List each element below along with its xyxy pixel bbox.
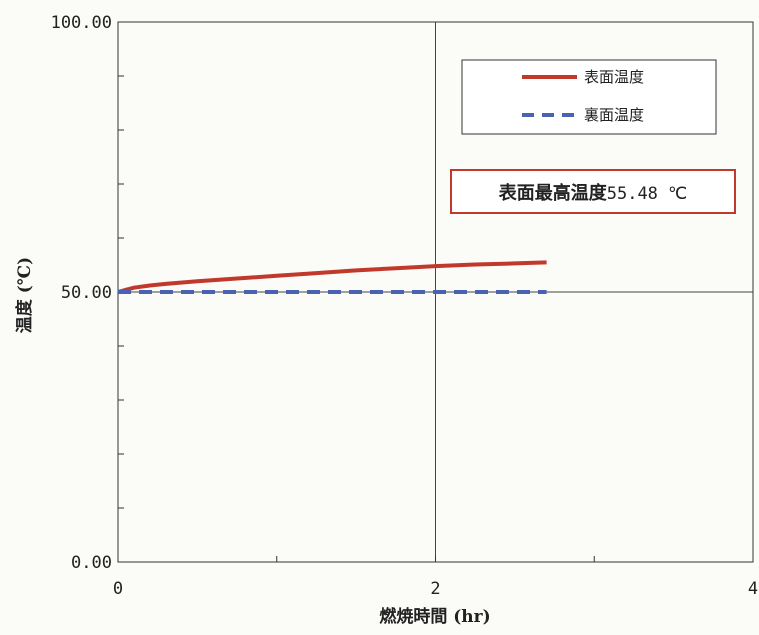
axis-ticks: 0.00 50.00 100.00 0 2 4 bbox=[51, 13, 759, 599]
legend-label-back: 裏面温度 bbox=[584, 106, 644, 124]
series-line-surface bbox=[117, 260, 547, 294]
legend-box bbox=[461, 59, 717, 135]
y-tick-label: 100.00 bbox=[51, 13, 112, 33]
max-temp-annotation: 表面最高温度55.48 ℃ bbox=[450, 169, 736, 214]
y-tick-label: 0.00 bbox=[71, 553, 112, 573]
y-axis-title: 温度 (℃) bbox=[14, 257, 35, 333]
legend-label-surface: 表面温度 bbox=[584, 68, 644, 86]
series-layer bbox=[117, 260, 547, 294]
x-tick-label: 2 bbox=[430, 579, 440, 599]
annotation-text: 表面最高温度55.48 ℃ bbox=[499, 182, 688, 204]
x-axis-title: 燃焼時間 (hr) bbox=[379, 606, 490, 627]
x-tick-label: 4 bbox=[748, 579, 758, 599]
legend: 表面温度 裏面温度 bbox=[461, 59, 717, 135]
y-tick-label: 50.00 bbox=[61, 283, 112, 303]
x-tick-label: 0 bbox=[113, 579, 123, 599]
annotation-box bbox=[450, 169, 736, 214]
